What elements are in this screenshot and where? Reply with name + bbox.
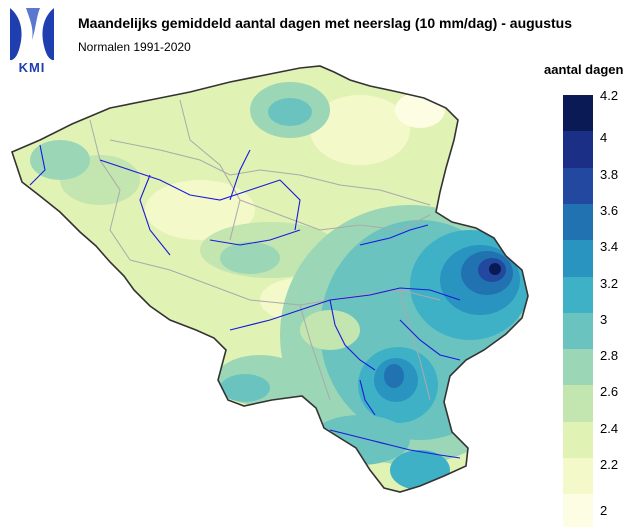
legend-swatch xyxy=(563,95,593,132)
legend-label: 2 xyxy=(600,503,608,519)
map-subtitle: Normalen 1991-2020 xyxy=(78,40,191,54)
legend-label: 3.4 xyxy=(600,239,619,255)
legend-label: 4.2 xyxy=(600,88,619,103)
legend-swatch xyxy=(563,240,593,277)
province-borders xyxy=(89,99,441,401)
kmi-logo: KMI xyxy=(6,6,58,74)
rivers xyxy=(29,144,461,459)
legend-swatch xyxy=(563,458,593,495)
legend: 4.2 4 3.8 3.6 3.4 3.2 3 2.8 2.6 2.4 2.2 2 xyxy=(563,89,633,527)
legend-label: 2.4 xyxy=(600,420,619,436)
map-title: Maandelijks gemiddeld aantal dagen met n… xyxy=(78,15,573,31)
legend-swatch xyxy=(563,421,593,459)
legend-label: 2.6 xyxy=(600,384,619,400)
legend-swatch xyxy=(563,385,593,423)
legend-title: aantal dagen xyxy=(544,62,624,77)
legend-label: 3.2 xyxy=(600,275,619,291)
legend-label: 2.8 xyxy=(600,348,619,364)
legend-swatch xyxy=(563,167,593,205)
legend-swatch xyxy=(563,349,593,386)
legend-label: 3.6 xyxy=(600,202,619,218)
legend-swatch xyxy=(563,312,593,350)
legend-label: 3.8 xyxy=(600,166,619,182)
logo-text: KMI xyxy=(19,60,46,74)
legend-swatch xyxy=(563,203,593,241)
belgium-map xyxy=(11,65,529,493)
legend-swatch xyxy=(563,131,593,169)
legend-label: 4 xyxy=(600,130,608,146)
legend-label: 3 xyxy=(600,311,608,327)
legend-label: 2.2 xyxy=(600,457,619,472)
legend-swatch xyxy=(563,276,593,314)
legend-swatch xyxy=(563,494,593,527)
